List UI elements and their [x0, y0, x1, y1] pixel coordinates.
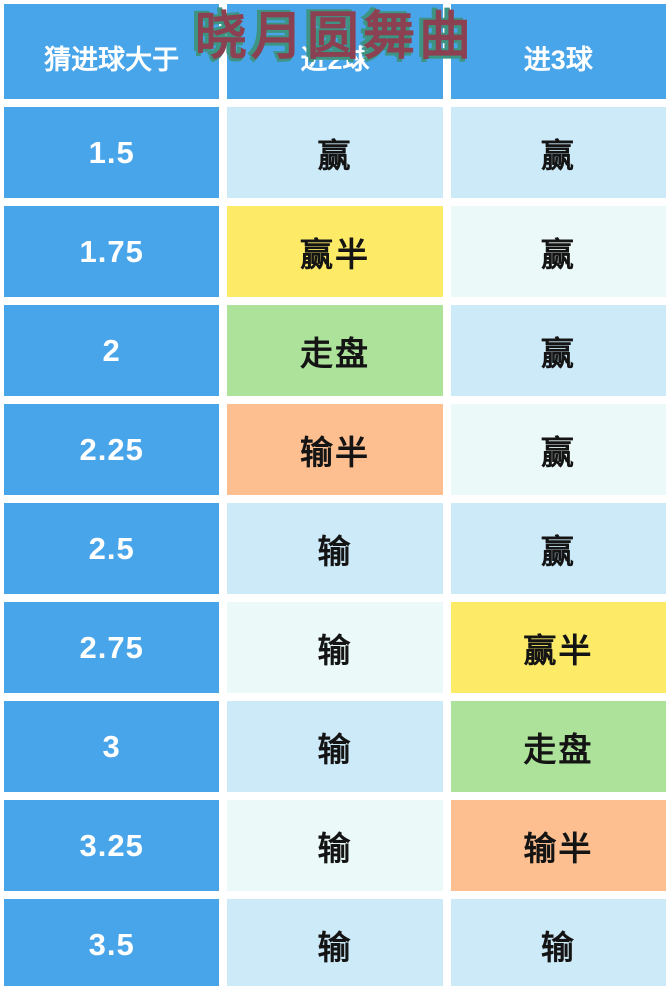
result-cell: 输半: [227, 404, 443, 495]
handicap-cell: 3: [4, 701, 220, 792]
result-cell: 赢: [450, 404, 666, 495]
handicap-cell: 2.25: [4, 404, 220, 495]
result-cell: 赢: [450, 107, 666, 198]
handicap-cell: 2.5: [4, 503, 220, 594]
result-cell: 输: [227, 800, 443, 891]
result-cell: 赢: [450, 305, 666, 396]
handicap-cell: 1.5: [4, 107, 220, 198]
result-cell: 赢半: [227, 206, 443, 297]
handicap-cell: 3.25: [4, 800, 220, 891]
result-cell: 输: [227, 701, 443, 792]
handicap-cell: 3.5: [4, 899, 220, 986]
result-cell: 输: [227, 503, 443, 594]
result-cell: 走盘: [450, 701, 666, 792]
column-header-goal3: 进3球: [450, 4, 666, 99]
handicap-cell: 1.75: [4, 206, 220, 297]
handicap-cell: 2: [4, 305, 220, 396]
result-cell: 输: [227, 602, 443, 693]
result-cell: 走盘: [227, 305, 443, 396]
column-header-handicap: 猜进球大于: [4, 4, 220, 99]
result-cell: 输: [227, 899, 443, 986]
result-cell: 输半: [450, 800, 666, 891]
result-cell: 赢半: [450, 602, 666, 693]
result-cell: 赢: [450, 503, 666, 594]
handicap-cell: 2.75: [4, 602, 220, 693]
result-cell: 赢: [450, 206, 666, 297]
result-cell: 赢: [227, 107, 443, 198]
watermark-text: 晓月圆舞曲: [194, 9, 476, 66]
result-cell: 输: [450, 899, 666, 986]
column-header-goal2: 进2球: [227, 4, 443, 99]
